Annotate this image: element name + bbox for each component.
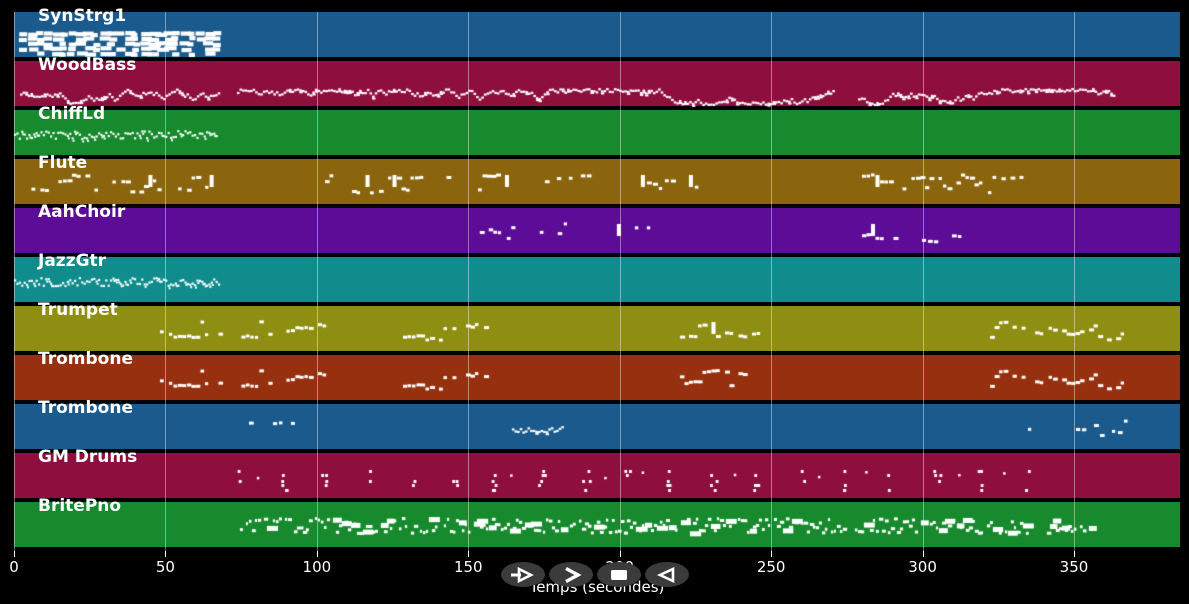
gridline xyxy=(14,12,15,551)
axis-tick-label: 300 xyxy=(908,558,937,576)
gridline xyxy=(771,12,773,551)
track-band-5-jazzgtr xyxy=(14,257,1180,302)
gridline xyxy=(922,12,924,551)
track-band-7-trombone xyxy=(14,355,1180,400)
fast-forward-icon xyxy=(565,566,582,583)
track-band-1-woodbass xyxy=(14,61,1180,106)
track-label: BritePno xyxy=(38,496,122,516)
axis-tick-label: 150 xyxy=(453,558,483,576)
track-label: JazzGtr xyxy=(38,251,107,271)
axis-tick-label: 100 xyxy=(302,558,332,576)
track-label: ChiffLd xyxy=(38,104,106,124)
track-band-4-aahchoir xyxy=(14,208,1180,253)
axis-tick xyxy=(619,551,621,557)
axis-tick-label: 350 xyxy=(1059,558,1089,576)
rewind-button[interactable] xyxy=(645,562,689,587)
track-label: Trombone xyxy=(38,349,133,369)
gridline xyxy=(316,12,318,551)
track-band-9-gm-drums xyxy=(14,453,1180,498)
track-label: Trumpet xyxy=(38,300,118,320)
track-band-2-chiffld xyxy=(14,110,1180,155)
track-label: WoodBass xyxy=(38,55,137,75)
track-label: GM Drums xyxy=(38,447,138,467)
rewind-icon xyxy=(656,566,675,583)
gridline xyxy=(165,12,167,551)
track-band-6-trumpet xyxy=(14,306,1180,351)
track-band-3-flute xyxy=(14,159,1180,204)
track-label: Flute xyxy=(38,153,88,173)
gridline xyxy=(468,12,470,551)
gridline xyxy=(619,12,621,551)
play-icon xyxy=(511,566,534,583)
fast-forward-button[interactable] xyxy=(549,562,593,587)
axis-tick xyxy=(468,551,470,557)
play-button[interactable] xyxy=(501,562,545,587)
axis-tick xyxy=(922,551,924,557)
track-band-8-trombone xyxy=(14,404,1180,449)
axis-tick xyxy=(14,551,15,557)
axis-tick xyxy=(1074,551,1075,557)
track-label: Trombone xyxy=(38,398,133,418)
gridline xyxy=(1074,12,1075,551)
axis-tick-label: 0 xyxy=(9,558,19,576)
axis-title: Temps (secondes) xyxy=(529,578,665,596)
stop-button[interactable] xyxy=(597,562,641,587)
axis-tick-label: 250 xyxy=(756,558,786,576)
track-band-10-britepno xyxy=(14,502,1180,547)
axis-tick xyxy=(771,551,773,557)
axis-tick xyxy=(316,551,318,557)
axis-tick xyxy=(165,551,167,557)
track-label: SynStrg1 xyxy=(38,6,127,26)
stop-icon xyxy=(611,569,627,580)
track-label: AahChoir xyxy=(38,202,126,222)
axis-tick-label: 50 xyxy=(155,558,175,576)
track-band-0-synstrg1 xyxy=(14,12,1180,57)
